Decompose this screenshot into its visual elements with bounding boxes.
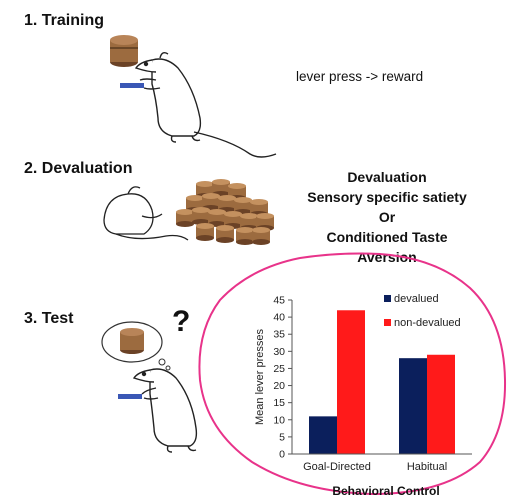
y-tick-label: 10 bbox=[273, 414, 285, 426]
food-pellet-icon bbox=[216, 228, 234, 240]
devaluation-illustration bbox=[103, 179, 274, 245]
food-pellet-bottom bbox=[216, 237, 234, 243]
food-pellet-top bbox=[252, 227, 270, 233]
x-category-label: Goal-Directed bbox=[303, 461, 371, 473]
y-tick-label: 30 bbox=[273, 346, 285, 358]
food-pellet-top bbox=[186, 195, 204, 201]
bar-non-devalued-goal-directed bbox=[337, 310, 365, 454]
lever-icon bbox=[120, 83, 144, 88]
legend-label-devalued: devalued bbox=[394, 293, 439, 305]
food-pellet-top bbox=[216, 225, 234, 231]
rat-icon bbox=[134, 51, 277, 158]
food-pellet-top bbox=[228, 183, 246, 189]
food-pellet-icon bbox=[212, 182, 230, 194]
food-pellet-top bbox=[236, 227, 254, 233]
food-pellet-icon bbox=[218, 198, 236, 210]
bar-devalued-goal-directed bbox=[309, 416, 337, 454]
training-rat-illustration bbox=[110, 35, 277, 158]
bar-non-devalued-habitual bbox=[427, 354, 455, 454]
step-1-title: 1. Training bbox=[24, 12, 105, 29]
food-pellet-top bbox=[192, 207, 210, 213]
food-pellet-icon bbox=[252, 230, 270, 242]
step-2-title: 2. Devaluation bbox=[24, 160, 133, 177]
food-pellet-top bbox=[196, 223, 214, 229]
training-note: lever press -> reward bbox=[296, 69, 424, 84]
chart-legend: devalued non-devalued bbox=[384, 293, 461, 329]
devaluation-line-1: Devaluation bbox=[347, 169, 427, 185]
y-tick-label: 45 bbox=[273, 295, 285, 307]
y-tick-label: 15 bbox=[273, 397, 285, 409]
legend-swatch-non-devalued bbox=[384, 319, 391, 326]
food-pellet-top bbox=[224, 211, 242, 217]
food-pellet-icon bbox=[196, 184, 214, 196]
devaluation-line-4: Conditioned Taste bbox=[326, 229, 448, 245]
question-mark: ? bbox=[172, 305, 191, 338]
food-pellet-icon bbox=[196, 226, 214, 238]
food-pellet-icon bbox=[234, 200, 252, 212]
food-pellet-icon bbox=[110, 35, 138, 67]
food-pellet-icon bbox=[240, 216, 258, 228]
lever-press-chart: 0 5 10 15 20 25 30 35 40 45 Mean lever presses Be… bbox=[254, 293, 472, 498]
rat-icon bbox=[132, 368, 198, 453]
y-tick-label: 0 bbox=[279, 449, 285, 461]
test-rat-illustration bbox=[101, 321, 198, 453]
food-pellet-top bbox=[212, 179, 230, 185]
food-pellet-icon bbox=[256, 216, 274, 228]
food-pellet-icon bbox=[228, 186, 246, 198]
x-category-label: Habitual bbox=[407, 461, 447, 473]
y-tick-label: 25 bbox=[273, 363, 285, 375]
food-pellet-icon bbox=[224, 214, 242, 226]
food-pellet-top bbox=[208, 209, 226, 215]
food-pellet-icon bbox=[186, 198, 204, 210]
food-pellet-icon bbox=[176, 212, 194, 224]
legend-label-non-devalued: non-devalued bbox=[394, 317, 461, 329]
x-axis-label: Behavioral Control bbox=[332, 484, 439, 498]
devaluation-description: Devaluation Sensory specific satiety Or … bbox=[282, 167, 492, 267]
y-axis-label: Mean lever presses bbox=[254, 329, 266, 425]
devaluation-line-2: Sensory specific satiety bbox=[307, 189, 467, 205]
food-pellet-top bbox=[176, 209, 194, 215]
food-pellet-icon bbox=[208, 212, 226, 224]
food-pellet-top bbox=[234, 197, 252, 203]
food-pellet-icon bbox=[250, 202, 268, 214]
legend-swatch-devalued bbox=[384, 295, 391, 302]
bar-devalued-habitual bbox=[399, 358, 427, 454]
pellet-pile-icon bbox=[176, 179, 274, 245]
lever-icon bbox=[118, 394, 142, 399]
food-pellet-top bbox=[202, 193, 220, 199]
thought-bubble-icon bbox=[101, 321, 171, 371]
devaluation-line-3: Or bbox=[378, 209, 396, 225]
food-pellet-top bbox=[218, 195, 236, 201]
y-tick-label: 40 bbox=[273, 312, 285, 324]
sated-rat-icon bbox=[103, 186, 189, 241]
food-pellet-bottom bbox=[252, 239, 270, 245]
food-pellet-top bbox=[196, 181, 214, 187]
food-pellet-icon bbox=[202, 196, 220, 208]
food-pellet-bottom bbox=[176, 221, 194, 227]
food-pellet-top bbox=[240, 213, 258, 219]
food-pellet-icon bbox=[236, 230, 254, 242]
y-tick-label: 35 bbox=[273, 329, 285, 341]
food-pellet-bottom bbox=[196, 235, 214, 241]
food-pellet-top bbox=[250, 199, 268, 205]
food-pellet-bottom bbox=[236, 239, 254, 245]
step-3-title: 3. Test bbox=[24, 310, 74, 327]
y-tick-label: 5 bbox=[279, 431, 285, 443]
food-pellet-icon bbox=[192, 210, 210, 222]
y-tick-label: 20 bbox=[273, 380, 285, 392]
food-pellet-top bbox=[256, 213, 274, 219]
